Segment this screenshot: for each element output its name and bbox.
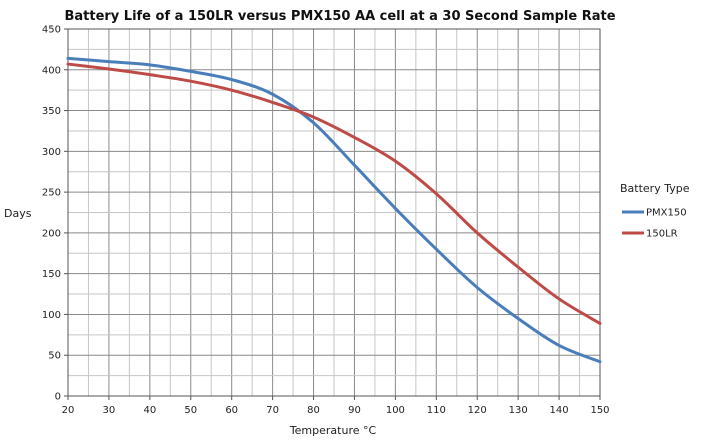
series-lines bbox=[66, 56, 602, 364]
x-tick-label: 80 bbox=[307, 405, 320, 416]
y-tick-label: 400 bbox=[42, 65, 61, 76]
y-tick-label: 350 bbox=[42, 106, 61, 117]
legend-label-150lr: 150LR bbox=[646, 229, 678, 240]
y-tick-label: 300 bbox=[42, 147, 61, 158]
x-tick-label: 100 bbox=[386, 405, 405, 416]
x-tick-label: 90 bbox=[348, 405, 361, 416]
x-axis-label: Temperature °C bbox=[289, 424, 377, 437]
series-line-150lr bbox=[66, 62, 602, 325]
x-tick-label: 60 bbox=[225, 405, 238, 416]
y-axis-label: Days bbox=[4, 207, 32, 220]
x-tick-label: 40 bbox=[143, 405, 156, 416]
y-tick-label: 450 bbox=[42, 25, 61, 36]
grid bbox=[67, 28, 601, 397]
legend-label-pmx150: PMX150 bbox=[646, 208, 687, 219]
x-tick-label: 50 bbox=[184, 405, 197, 416]
x-tick-label: 110 bbox=[427, 405, 446, 416]
y-tick-label: 50 bbox=[48, 351, 61, 362]
y-tick-label: 100 bbox=[42, 310, 61, 321]
y-tick-label: 200 bbox=[42, 228, 61, 239]
y-tick-label: 150 bbox=[42, 269, 61, 280]
legend-title: Battery Type bbox=[620, 182, 690, 195]
chart-title: Battery Life of a 150LR versus PMX150 AA… bbox=[64, 9, 615, 24]
x-tick-label: 120 bbox=[468, 405, 487, 416]
x-axis-ticks: 20 30 40 50 60 70 80 90 100 110 120 130 140 150 bbox=[62, 396, 610, 416]
x-tick-label: 20 bbox=[62, 405, 75, 416]
y-tick-label: 250 bbox=[42, 188, 61, 199]
legend: Battery Type PMX150 150LR bbox=[620, 182, 690, 240]
x-tick-label: 30 bbox=[103, 405, 116, 416]
y-axis-ticks: 0 50 100 150 200 250 300 350 400 450 bbox=[42, 25, 68, 403]
x-tick-label: 70 bbox=[266, 405, 279, 416]
x-tick-label: 130 bbox=[509, 405, 528, 416]
series-line-pmx150 bbox=[66, 56, 602, 364]
x-tick-label: 150 bbox=[590, 405, 609, 416]
y-tick-label: 0 bbox=[55, 392, 61, 403]
plot-border bbox=[67, 28, 601, 397]
x-tick-label: 140 bbox=[550, 405, 569, 416]
